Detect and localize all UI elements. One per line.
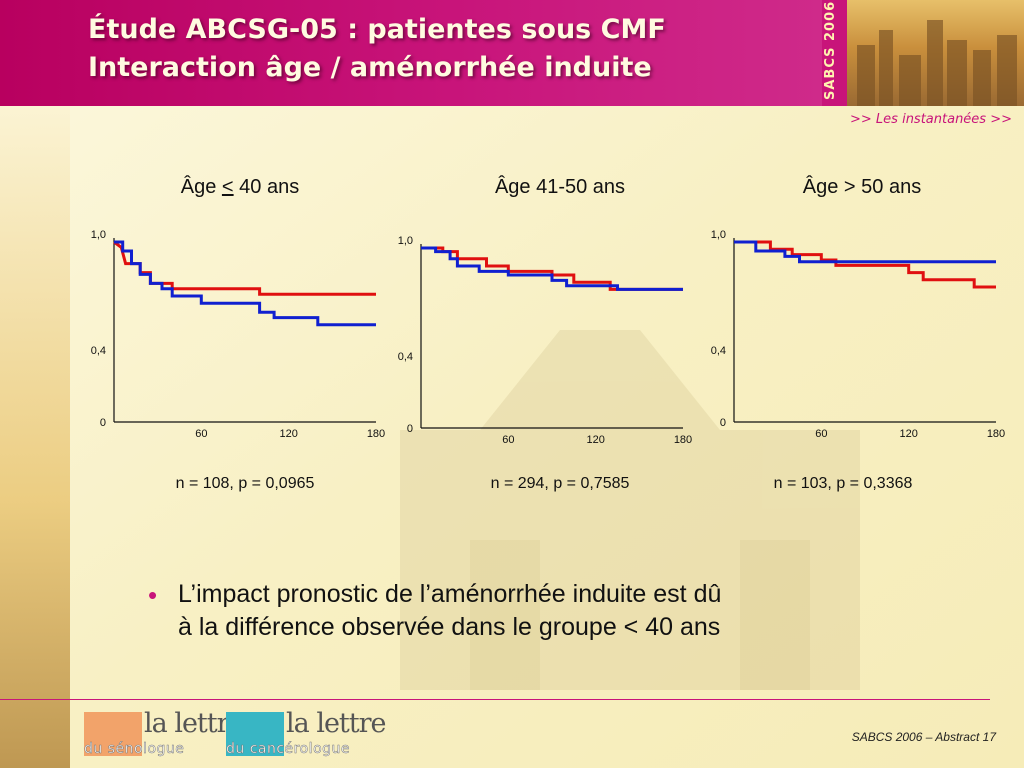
logo-cancerologue-square: [226, 712, 284, 756]
x-tick-label: 60: [195, 428, 207, 440]
chart3-title: Âge > 50 ans: [802, 176, 922, 198]
x-tick-label: 120: [899, 428, 917, 440]
footer-divider: [0, 699, 990, 700]
logo-cancerologue-top: la lettre: [286, 708, 387, 739]
y-tick-label: 0: [407, 423, 413, 435]
bullet-icon: •: [148, 580, 158, 610]
chart1-title-prefix: Âge: [180, 176, 222, 198]
x-tick-label: 60: [502, 434, 514, 446]
abstract-reference: SABCS 2006 – Abstract 17: [851, 730, 996, 744]
x-tick-label: 120: [279, 428, 297, 440]
survival-curve-blue: [114, 240, 376, 327]
km-chart-41-50: 60 120 180 1,0 0,4 0: [398, 235, 692, 446]
y-tick-label: 0: [720, 417, 726, 429]
sabcs-band: [822, 0, 847, 106]
chart1-title-suffix: 40 ans: [233, 176, 300, 198]
skyline-icon: [857, 20, 1017, 106]
city-photo: [847, 0, 1024, 106]
y-tick-label: 0,4: [398, 351, 413, 363]
logo-senologue-bottom: du sénologue: [84, 741, 185, 758]
y-tick-label: 0: [100, 417, 106, 429]
bullet-text: L’impact pronostic de l’aménorrhée indui…: [178, 578, 721, 644]
title-banner: Étude ABCSG-05 : patientes sous CMF Inte…: [0, 0, 822, 106]
chart2-title: Âge 41-50 ans: [494, 176, 626, 198]
instantanees-link[interactable]: >> Les instantanées >>: [850, 112, 1012, 127]
slide-title-line2: Interaction âge / aménorrhée induite: [88, 52, 652, 83]
chart1-title-symbol: <: [221, 176, 234, 198]
bullet-line2: à la différence observée dans le groupe …: [178, 613, 721, 641]
y-tick-label: 1,0: [91, 229, 106, 241]
logo-cancerologue: la lettre du cancérologue: [226, 708, 387, 758]
survival-curve-red: [421, 246, 683, 291]
logo-cancerologue-bottom: du cancérologue: [226, 741, 351, 758]
survival-curve-blue: [421, 246, 683, 291]
logo-senologue: la lettre du sénologue: [84, 708, 245, 758]
y-tick-label: 1,0: [711, 229, 726, 241]
y-tick-label: 0,4: [91, 345, 106, 357]
chart2-stat: n = 294, p = 0,7585: [490, 475, 630, 492]
chart3-stat: n = 103, p = 0,3368: [773, 475, 913, 492]
x-tick-label: 180: [987, 428, 1005, 440]
x-tick-label: 180: [674, 434, 692, 446]
logo-senologue-square: [84, 712, 142, 756]
km-chart-under-40: 60 120 180 1,0 0,4 0: [91, 229, 385, 440]
survival-curve-blue: [734, 240, 996, 264]
km-chart-over-50: 60 120 180 1,0 0,4 0: [711, 229, 1005, 440]
bullet-line1: L’impact pronostic de l’aménorrhée indui…: [178, 580, 722, 608]
slide-title-line1: Étude ABCSG-05 : patientes sous CMF: [88, 14, 666, 45]
y-tick-label: 0,4: [711, 345, 726, 357]
x-tick-label: 60: [815, 428, 827, 440]
sabcs-badge: SABCS 2006: [823, 0, 838, 100]
survival-curve-red: [734, 240, 996, 289]
x-tick-label: 120: [586, 434, 604, 446]
chart1-title: Âge < 40 ans: [130, 176, 350, 199]
chart1-stat: n = 108, p = 0,0965: [175, 475, 315, 492]
y-tick-label: 1,0: [398, 235, 413, 247]
survival-curve-red: [113, 240, 376, 296]
x-tick-label: 180: [367, 428, 385, 440]
